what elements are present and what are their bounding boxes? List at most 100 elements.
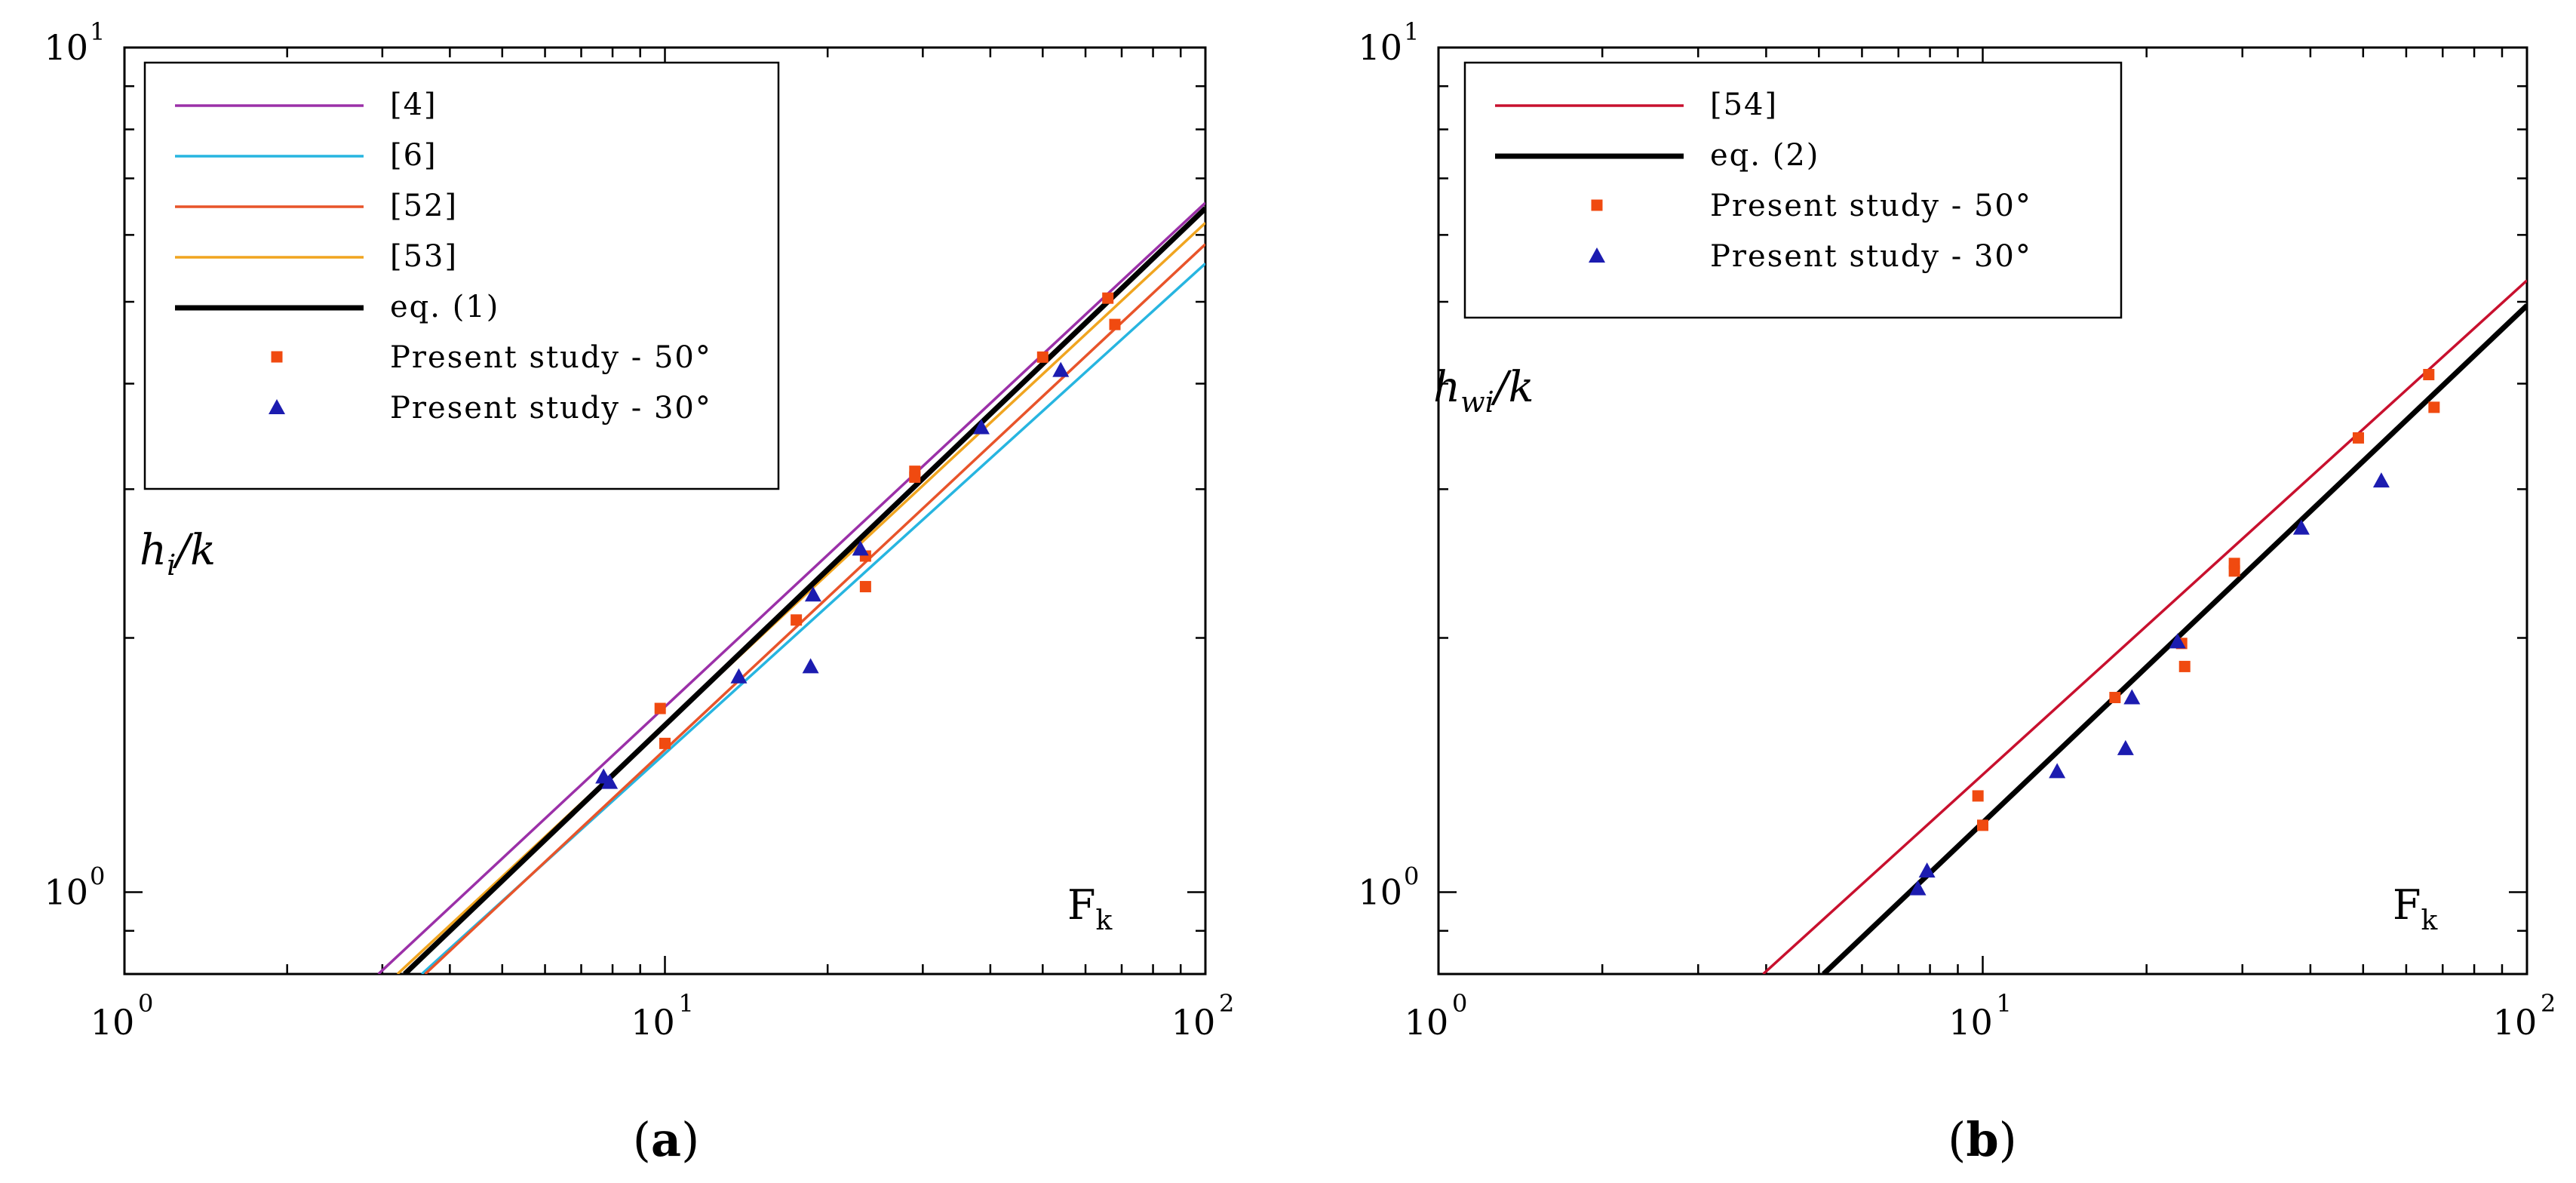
data-point-triangle bbox=[2169, 633, 2186, 649]
x-tick-label: 10 bbox=[91, 1002, 135, 1043]
data-point-square bbox=[1109, 318, 1121, 330]
y-tick-label-exponent: 0 bbox=[90, 862, 105, 891]
data-point-triangle bbox=[972, 419, 990, 435]
x-tick-label: 10 bbox=[631, 1002, 675, 1043]
data-point-triangle bbox=[1052, 361, 1070, 377]
data-point-triangle bbox=[2292, 519, 2310, 535]
y-tick-label: 10 bbox=[1358, 27, 1402, 68]
x-tick-label-exponent: 1 bbox=[1997, 989, 2012, 1018]
series-line bbox=[403, 206, 1205, 974]
x-axis-label: Fk bbox=[1067, 881, 1113, 936]
y-axis-label-main: h bbox=[140, 526, 167, 575]
data-point-square bbox=[859, 581, 871, 593]
data-point-triangle bbox=[601, 773, 619, 789]
y-axis-label-sub: i bbox=[167, 548, 176, 582]
data-point-triangle bbox=[802, 658, 819, 674]
legend-box bbox=[143, 61, 780, 490]
x-axis-label-sub: k bbox=[1095, 905, 1113, 936]
legend: [4] [6] [52] [53] eq. (1) Present study - 50°… bbox=[143, 61, 780, 490]
legend-marker-triangle bbox=[1589, 247, 1605, 263]
data-point-square bbox=[909, 466, 921, 478]
legend-label: [53] bbox=[390, 239, 458, 274]
y-axis-label: hi/k bbox=[140, 526, 216, 582]
y-tick-label-exponent: 1 bbox=[90, 17, 105, 46]
panel-label: (b) bbox=[1948, 1112, 2017, 1167]
x-axis-label-main: F bbox=[1067, 881, 1095, 929]
x-tick-label-exponent: 0 bbox=[1452, 989, 1467, 1018]
x-tick-label: 10 bbox=[2493, 1002, 2538, 1043]
data-point-triangle bbox=[804, 586, 821, 602]
x-tick-label-exponent: 2 bbox=[1219, 989, 1234, 1018]
x-tick-label-exponent: 2 bbox=[2541, 989, 2556, 1018]
data-point-triangle bbox=[852, 540, 869, 556]
legend-label: [6] bbox=[390, 138, 438, 173]
data-point-square bbox=[1036, 351, 1049, 363]
panel-label-letter: a bbox=[651, 1112, 681, 1167]
legend-label: Present study - 50° bbox=[390, 340, 712, 375]
data-point-square bbox=[1972, 790, 1984, 802]
x-axis-label-sub: k bbox=[2421, 905, 2438, 936]
data-point-triangle bbox=[1918, 862, 1936, 878]
panel-label-close: ) bbox=[681, 1112, 699, 1167]
data-point-square bbox=[2423, 368, 2435, 380]
y-axis-label: hwi/k bbox=[1433, 363, 1534, 419]
x-tick-label: 10 bbox=[1171, 1002, 1216, 1043]
data-point-triangle bbox=[2049, 763, 2066, 779]
data-point-square bbox=[2352, 432, 2364, 444]
x-tick-label-exponent: 1 bbox=[679, 989, 694, 1018]
data-point-square bbox=[2228, 558, 2240, 570]
panel-label-close: ) bbox=[1999, 1112, 2017, 1167]
data-point-triangle bbox=[1909, 880, 1927, 896]
legend-label: eq. (2) bbox=[1710, 138, 1819, 173]
data-point-square bbox=[2109, 692, 2121, 704]
y-tick-label-exponent: 0 bbox=[1404, 862, 1419, 891]
legend-marker-triangle bbox=[269, 399, 285, 414]
series-line bbox=[424, 243, 1205, 974]
x-axis-label-main: F bbox=[2393, 881, 2421, 929]
data-point-triangle bbox=[730, 668, 748, 684]
legend-marker-square bbox=[271, 351, 283, 363]
data-point-triangle bbox=[2372, 472, 2390, 488]
legend-label: [52] bbox=[390, 189, 458, 223]
legend-label: Present study - 30° bbox=[390, 391, 712, 426]
data-point-square bbox=[1102, 292, 1114, 304]
y-axis-label-rest: /k bbox=[1491, 363, 1534, 412]
plot-area bbox=[1762, 279, 2527, 974]
data-point-square bbox=[1977, 819, 1988, 831]
data-point-square bbox=[659, 737, 671, 749]
plot-area bbox=[377, 201, 1205, 974]
panel-label-letter: b bbox=[1966, 1112, 1998, 1167]
legend-label: [4] bbox=[390, 88, 438, 122]
y-axis-label-sub: wi bbox=[1460, 386, 1494, 419]
legend-label: Present study - 50° bbox=[1710, 189, 2032, 223]
y-tick-label: 10 bbox=[44, 27, 88, 68]
series-line bbox=[377, 201, 1205, 974]
data-point-square bbox=[2178, 660, 2191, 672]
data-point-square bbox=[2428, 401, 2440, 413]
legend-label: Present study - 30° bbox=[1710, 239, 2032, 274]
y-tick-label: 10 bbox=[1358, 872, 1402, 913]
y-tick-label: 10 bbox=[44, 872, 88, 913]
x-tick-label: 10 bbox=[1948, 1002, 1993, 1043]
legend: [54] eq. (2) Present study - 50° Present st… bbox=[1463, 61, 2123, 319]
data-point-triangle bbox=[2123, 689, 2141, 705]
legend-marker-square bbox=[1591, 199, 1603, 211]
legend-label: [54] bbox=[1710, 88, 1778, 122]
x-tick-label-exponent: 0 bbox=[138, 989, 153, 1018]
panel-label-open: ( bbox=[633, 1112, 651, 1167]
x-tick-label: 10 bbox=[1405, 1002, 1449, 1043]
panel-label: (a) bbox=[633, 1112, 700, 1167]
data-point-triangle bbox=[2117, 739, 2134, 755]
legend-label: eq. (1) bbox=[390, 290, 499, 324]
series-line bbox=[1762, 279, 2527, 974]
y-axis-label-rest: /k bbox=[172, 526, 216, 575]
data-point-square bbox=[654, 702, 666, 714]
data-point-square bbox=[791, 614, 803, 626]
x-axis-label: Fk bbox=[2393, 881, 2438, 936]
y-axis-label-main: h bbox=[1433, 363, 1460, 412]
y-tick-label-exponent: 1 bbox=[1404, 17, 1419, 46]
panel-label-open: ( bbox=[1948, 1112, 1966, 1167]
